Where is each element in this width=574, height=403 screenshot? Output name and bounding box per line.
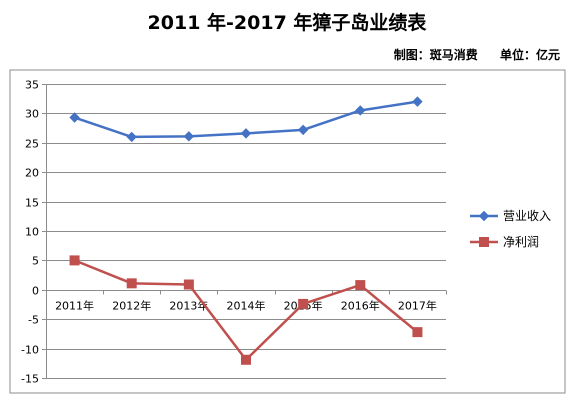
y-tick-label: 15 <box>25 197 39 210</box>
data-point <box>183 131 195 142</box>
data-point <box>241 354 251 365</box>
data-point <box>355 105 366 116</box>
x-tick-label: 2013年 <box>169 299 208 313</box>
data-point <box>355 280 366 291</box>
page-title: 2011 年-2017 年獐子岛业绩表 <box>147 12 427 34</box>
data-point <box>298 298 309 309</box>
data-point <box>126 278 137 289</box>
legend-marker <box>479 237 489 247</box>
y-tick-label: -15 <box>21 373 39 386</box>
data-point <box>412 327 423 338</box>
data-point <box>412 96 423 107</box>
x-tick-label: 2016年 <box>341 299 380 313</box>
y-tick-label: 5 <box>32 255 39 268</box>
x-tick-label: 2014年 <box>227 299 266 313</box>
x-tick-label: 2012年 <box>112 299 151 313</box>
legend-label: 净利润 <box>503 235 539 249</box>
y-tick-label: 25 <box>25 138 39 151</box>
data-point <box>69 112 80 123</box>
y-tick-label: 35 <box>25 79 39 92</box>
data-point <box>240 128 252 139</box>
data-point <box>183 279 194 290</box>
maker-label: 制图：斑马消费 <box>393 48 478 62</box>
y-tick-label: -10 <box>21 344 39 357</box>
chart-frame <box>9 69 566 394</box>
y-tick-label: -5 <box>28 314 39 327</box>
data-point <box>69 255 80 266</box>
chart-meta: 制图：斑马消费 单位：亿元 <box>394 46 560 63</box>
x-tick-label: 2011年 <box>55 299 94 313</box>
legend-marker <box>478 210 490 222</box>
data-point <box>297 124 309 136</box>
y-tick-label: 10 <box>25 226 39 239</box>
y-tick-label: 20 <box>25 167 39 180</box>
data-point <box>126 131 137 143</box>
y-tick-label: 30 <box>25 108 39 121</box>
unit-label: 单位：亿元 <box>499 48 560 62</box>
y-tick-label: 0 <box>32 285 39 298</box>
legend-label: 营业收入 <box>503 209 551 223</box>
x-tick-label: 2017年 <box>398 299 437 313</box>
